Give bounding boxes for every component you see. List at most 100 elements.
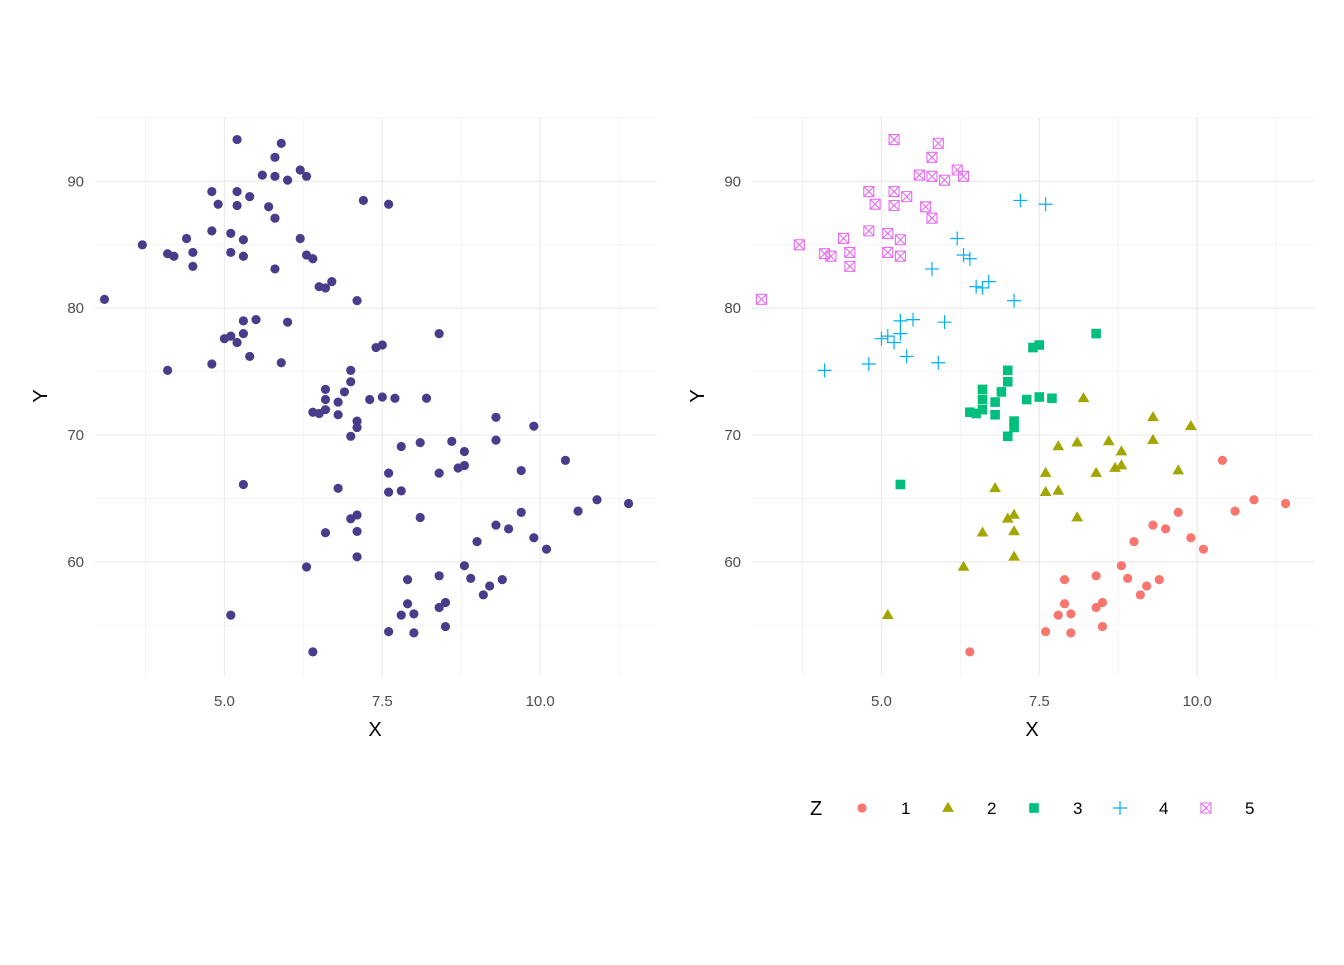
data-point-group-2 (1115, 459, 1128, 470)
data-point (485, 581, 495, 591)
data-point (282, 175, 293, 185)
data-point-group-1 (1123, 573, 1133, 583)
legend-entry-2: 2 (942, 799, 996, 818)
right-x-axis-title: X (1025, 719, 1038, 741)
data-point (352, 416, 362, 426)
data-point (181, 233, 192, 244)
legend-key-2 (942, 801, 954, 812)
left-x-axis-title: X (368, 719, 381, 741)
data-point (358, 195, 368, 206)
data-point-group-1 (1280, 498, 1291, 509)
data-point (276, 358, 286, 368)
data-point (238, 235, 248, 245)
data-point (396, 610, 406, 620)
data-point-group-3 (977, 394, 988, 405)
data-point (238, 328, 248, 339)
data-point-group-1 (1059, 599, 1070, 609)
data-point-group-5 (894, 234, 906, 246)
data-point-group-5 (920, 201, 932, 213)
data-point (99, 294, 110, 304)
data-point-group-1 (1142, 581, 1152, 591)
data-point-group-2 (1109, 461, 1121, 472)
data-point-group-5 (888, 199, 900, 212)
data-point (207, 186, 217, 197)
data-point (320, 394, 331, 405)
data-point (440, 621, 451, 632)
data-point-group-2 (1008, 508, 1020, 519)
data-point (377, 392, 387, 402)
data-point-group-3 (965, 407, 975, 418)
data-point-group-1 (1186, 533, 1196, 543)
data-point-group-5 (894, 250, 906, 262)
data-point-group-4 (931, 355, 946, 370)
data-point (402, 575, 413, 585)
data-point (327, 276, 337, 287)
data-point (402, 599, 413, 609)
data-point-group-1 (1230, 506, 1240, 516)
data-point (434, 571, 444, 581)
data-point (352, 510, 362, 520)
data-point (409, 609, 419, 619)
data-point-group-5 (793, 239, 805, 251)
data-point (560, 455, 571, 466)
legend-label-4: 4 (1159, 799, 1168, 818)
right-x-tick-label: 5.0 (871, 693, 892, 710)
data-point-group-4 (906, 312, 921, 327)
right-y-tick-label: 80 (724, 300, 741, 317)
data-point-group-5 (913, 169, 925, 181)
data-point (440, 597, 451, 608)
data-point (238, 251, 248, 261)
legend-key-1 (857, 803, 867, 813)
data-point (333, 410, 343, 420)
data-point-group-4 (817, 363, 832, 378)
data-point-group-3 (990, 397, 1000, 407)
left-x-tick-labels: 5.0 7.5 10.0 (214, 693, 555, 710)
data-point (257, 170, 267, 180)
data-point (365, 394, 375, 405)
data-point (377, 340, 387, 350)
right-x-tick-labels: 5.0 7.5 10.0 (871, 693, 1212, 710)
data-point (295, 165, 305, 175)
data-point-group-4 (975, 280, 990, 295)
data-point (188, 247, 198, 258)
data-point (516, 507, 526, 518)
data-point-group-2 (1008, 550, 1020, 561)
data-point-group-3 (1021, 394, 1032, 405)
data-point-group-1 (1154, 575, 1164, 585)
data-point (270, 171, 280, 181)
data-point (516, 465, 526, 476)
data-point-group-2 (1039, 485, 1052, 496)
data-point (188, 261, 198, 271)
data-point-group-3 (1002, 365, 1013, 376)
data-point-group-5 (957, 170, 970, 182)
legend-entry-4: 4 (1113, 799, 1168, 818)
data-point-group-1 (1161, 524, 1171, 534)
data-point-group-4 (1013, 193, 1028, 208)
data-point (276, 138, 286, 148)
data-point-group-2 (1102, 435, 1115, 446)
data-point (623, 498, 634, 509)
data-point (245, 192, 255, 202)
legend-key-4 (1113, 801, 1127, 815)
right-y-tick-label: 70 (724, 427, 741, 444)
left-y-tick-label: 60 (67, 554, 84, 571)
data-point-group-3 (1028, 342, 1038, 353)
right-points (755, 134, 1291, 657)
data-point (409, 628, 419, 638)
right-y-axis-title: Y (687, 389, 709, 402)
left-grid (95, 117, 657, 676)
data-point-group-2 (1039, 466, 1052, 477)
right-grid (752, 117, 1314, 676)
data-point-group-2 (1115, 445, 1128, 456)
data-point-group-5 (863, 225, 875, 237)
data-point-group-1 (1091, 571, 1101, 581)
data-point (207, 226, 217, 236)
data-point (207, 359, 217, 369)
data-point-group-2 (1172, 464, 1185, 475)
right-x-tick-label: 10.0 (1183, 693, 1212, 710)
legend-key-5 (1200, 802, 1212, 814)
data-point-group-2 (1077, 392, 1090, 403)
data-point (163, 365, 173, 375)
data-point-group-4 (1007, 293, 1022, 308)
legend-entry-5: 5 (1200, 799, 1254, 818)
